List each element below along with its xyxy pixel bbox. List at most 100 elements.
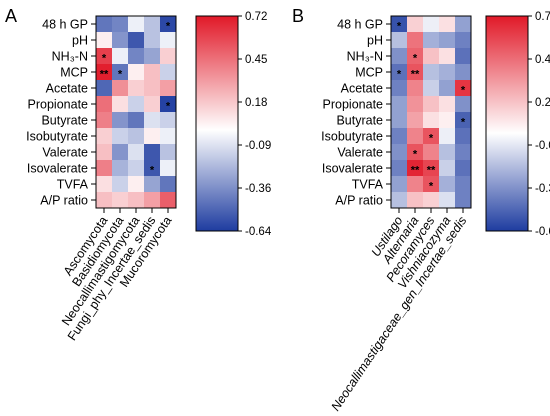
heatmap-cell	[391, 144, 407, 160]
heatmap-cell	[112, 192, 128, 208]
heatmap-cell	[160, 16, 176, 32]
heatmap-cell	[391, 80, 407, 96]
heatmap-cell	[391, 160, 407, 176]
heatmap-cell	[112, 112, 128, 128]
heatmap-cell	[144, 144, 160, 160]
heatmap-cell	[423, 96, 439, 112]
heatmap-cell	[439, 96, 455, 112]
heatmap-cell	[128, 80, 144, 96]
heatmap-cell	[160, 160, 176, 176]
heatmap-cell	[439, 112, 455, 128]
heatmap-cell	[160, 192, 176, 208]
row-label: Isobutyrate	[321, 130, 383, 144]
heatmap-cell	[391, 32, 407, 48]
heatmap-cell	[112, 16, 128, 32]
panel-a: A 48 h GP pH NH₃-N MCP Acetate Propionate Buty…	[5, 6, 272, 343]
row-label: pH	[367, 34, 383, 48]
heatmap-cell	[439, 48, 455, 64]
heatmap-cell	[439, 32, 455, 48]
heatmap-cell	[439, 160, 455, 176]
panel-letter-b: B	[292, 6, 304, 26]
heatmap-cell	[128, 160, 144, 176]
heatmap-cell	[144, 112, 160, 128]
heatmap-cell	[128, 192, 144, 208]
significance-star: *	[166, 21, 171, 33]
heatmap-cell	[144, 128, 160, 144]
heatmap-cell	[112, 160, 128, 176]
heatmap-cell	[128, 48, 144, 64]
heatmap-cell	[144, 64, 160, 80]
heatmap-cell	[144, 96, 160, 112]
heatmap-cell	[407, 96, 423, 112]
heatmap-cell	[391, 112, 407, 128]
heatmap-cell	[391, 48, 407, 64]
heatmap-cell	[160, 112, 176, 128]
row-label: Butyrate	[41, 114, 88, 128]
heatmap-cell	[160, 80, 176, 96]
heatmap-cell	[128, 128, 144, 144]
heatmap-cell	[96, 192, 112, 208]
heatmap-cell	[112, 176, 128, 192]
heatmap-cell	[160, 32, 176, 48]
heatmap-cell	[423, 128, 439, 144]
colorbar-tick-label: 0.20	[535, 97, 550, 109]
row-label: MCP	[60, 66, 88, 80]
significance-star: **	[411, 165, 420, 177]
colorbar-tick-label: -0.35	[535, 183, 550, 195]
heatmap-cell	[439, 64, 455, 80]
row-label: NH₃-N	[347, 50, 383, 64]
heatmap-cell	[439, 16, 455, 32]
colorbar-tick-label: 0.18	[245, 97, 267, 109]
significance-star: *	[397, 69, 402, 81]
heatmap-cell	[96, 144, 112, 160]
colorbar-tick-label: -0.36	[245, 183, 271, 195]
heatmap-cell	[439, 192, 455, 208]
heatmap-cell	[455, 128, 471, 144]
significance-star: *	[429, 133, 434, 145]
heatmap-cell	[96, 96, 112, 112]
row-label: 48 h GP	[337, 18, 383, 32]
heatmap-cell	[160, 144, 176, 160]
row-label: pH	[72, 34, 88, 48]
heatmap-cell	[407, 32, 423, 48]
heatmap-cell	[128, 16, 144, 32]
heatmap-cell	[128, 64, 144, 80]
heatmap-cell	[391, 176, 407, 192]
heatmap-cell	[96, 128, 112, 144]
significance-star: *	[397, 21, 402, 33]
significance-star: **	[100, 69, 109, 81]
panel-letter-a: A	[5, 6, 17, 26]
heatmap-cell	[423, 48, 439, 64]
heatmap-cell	[455, 160, 471, 176]
heatmap-cell	[455, 112, 471, 128]
significance-star: **	[411, 69, 420, 81]
heatmap-cell	[455, 64, 471, 80]
significance-star: *	[118, 69, 123, 81]
heatmap-cell	[439, 80, 455, 96]
heatmap-cell	[391, 96, 407, 112]
heatmap-cell	[144, 16, 160, 32]
row-label: Isovalerate	[322, 162, 383, 176]
heatmap-cell	[407, 144, 423, 160]
colorbar	[485, 15, 529, 232]
heatmap-cell	[423, 112, 439, 128]
heatmap-cell	[96, 112, 112, 128]
heatmap-cell	[407, 160, 423, 176]
heatmap-cell	[160, 128, 176, 144]
heatmap-cell	[407, 16, 423, 32]
colorbar-tick-label: -0.62	[535, 226, 550, 238]
row-label: Valerate	[42, 146, 88, 160]
row-label: Acetate	[46, 82, 88, 96]
heatmap-cell	[455, 16, 471, 32]
heatmap-cell	[128, 176, 144, 192]
row-label: Isobutyrate	[26, 130, 88, 144]
heatmap-cell	[423, 64, 439, 80]
colorbar-tick-label: -0.64	[245, 226, 272, 238]
colorbar-tick-label: -0.09	[245, 140, 271, 152]
heatmap-cell	[160, 64, 176, 80]
colorbar	[195, 15, 239, 232]
significance-star: *	[413, 53, 418, 65]
heatmap-cell	[144, 192, 160, 208]
heatmap-cell	[96, 32, 112, 48]
heatmap-cell	[160, 176, 176, 192]
